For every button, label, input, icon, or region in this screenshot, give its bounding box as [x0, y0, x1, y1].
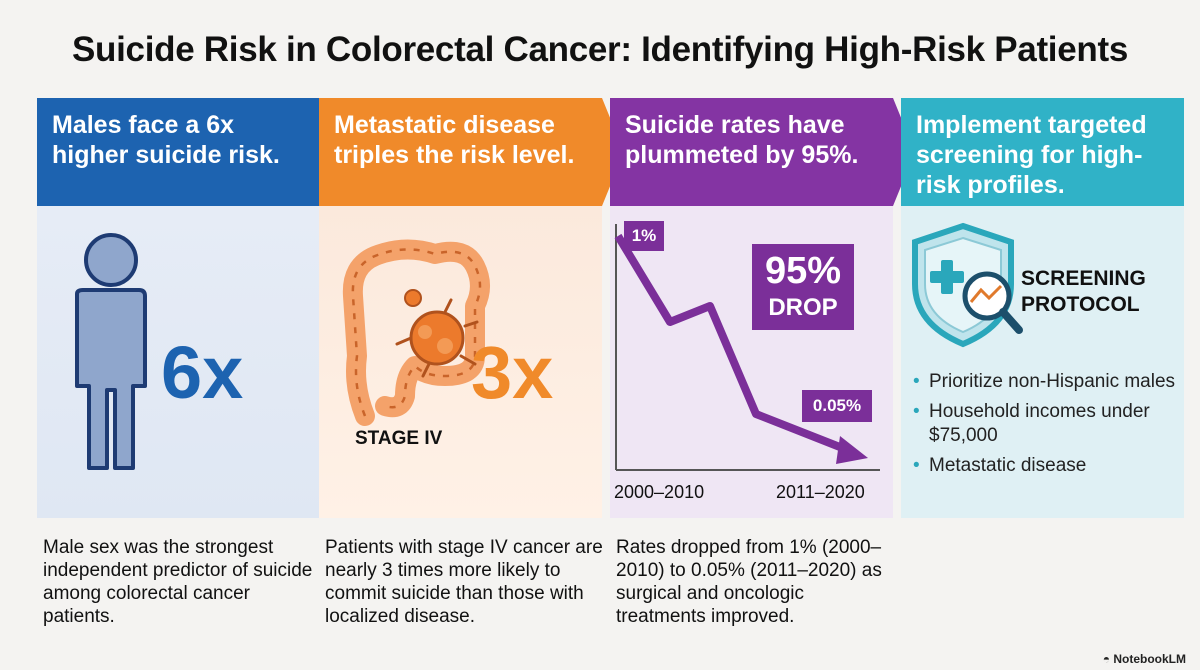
column-header: Males face a 6x higher suicide risk. — [37, 98, 342, 206]
column-heading: Males face a 6x higher suicide risk. — [52, 111, 280, 169]
screening-label: SCREENING PROTOCOL — [1021, 266, 1146, 318]
drop-value: 95% — [764, 250, 842, 292]
drop-badge: 95% DROP — [752, 244, 854, 330]
x-label-end: 2011–2020 — [776, 482, 865, 502]
x-label-start: 2000–2010 — [614, 482, 705, 502]
column-heading: Implement targeted screening for high-ri… — [916, 111, 1147, 199]
arrow-head-icon — [836, 436, 868, 464]
column-panel: 1% 95% DROP 0.05% 2000–2010 2011–2020 — [610, 206, 893, 518]
column-caption: Male sex was the strongest independent p… — [43, 537, 313, 627]
shield-magnifier-icon — [912, 222, 1023, 348]
colon-tumor-icon — [342, 239, 490, 426]
column-header: Implement targeted screening for high-ri… — [901, 98, 1184, 206]
list-item: Household incomes under $75,000 — [911, 400, 1181, 448]
screening-label-line1: SCREENING — [1021, 267, 1146, 290]
list-item: Prioritize non-Hispanic males — [911, 370, 1181, 394]
stat-value: 6x — [161, 331, 244, 414]
notebook-icon: ◓ — [1102, 652, 1114, 666]
column-panel: 6x — [37, 206, 320, 518]
decline-line — [614, 233, 852, 455]
screening-label-line2: PROTOCOL — [1021, 293, 1140, 316]
page-title: Suicide Risk in Colorectal Cancer: Ident… — [72, 30, 1128, 69]
start-badge: 1% — [624, 221, 664, 251]
stage-label: STAGE IV — [355, 428, 443, 449]
column-heading: Metastatic disease triples the risk leve… — [334, 111, 575, 169]
decline-line-graphic — [614, 224, 880, 471]
column-panel: 3x STAGE IV — [319, 206, 602, 518]
stat-value: 3x — [471, 331, 554, 414]
screening-bullet-list: Prioritize non-Hispanic males Household … — [911, 370, 1181, 484]
column-caption: Patients with stage IV cancer are nearly… — [325, 537, 603, 627]
column-caption: Rates dropped from 1% (2000–2010) to 0.0… — [616, 537, 882, 627]
male-figure-icon — [75, 233, 147, 470]
list-item: Metastatic disease — [911, 454, 1181, 478]
column-header: Suicide rates have plummeted by 95%. — [610, 98, 915, 206]
column-header: Metastatic disease triples the risk leve… — [319, 98, 624, 206]
column-panel: SCREENING PROTOCOL Prioritize non-Hispan… — [901, 206, 1184, 518]
drop-label: DROP — [768, 294, 838, 321]
column-heading: Suicide rates have plummeted by 95%. — [625, 111, 859, 169]
brand-label: NotebookLM — [1113, 652, 1186, 666]
end-badge: 0.05% — [802, 390, 872, 422]
brand-footer: ◓ NotebookLM — [1103, 652, 1186, 666]
